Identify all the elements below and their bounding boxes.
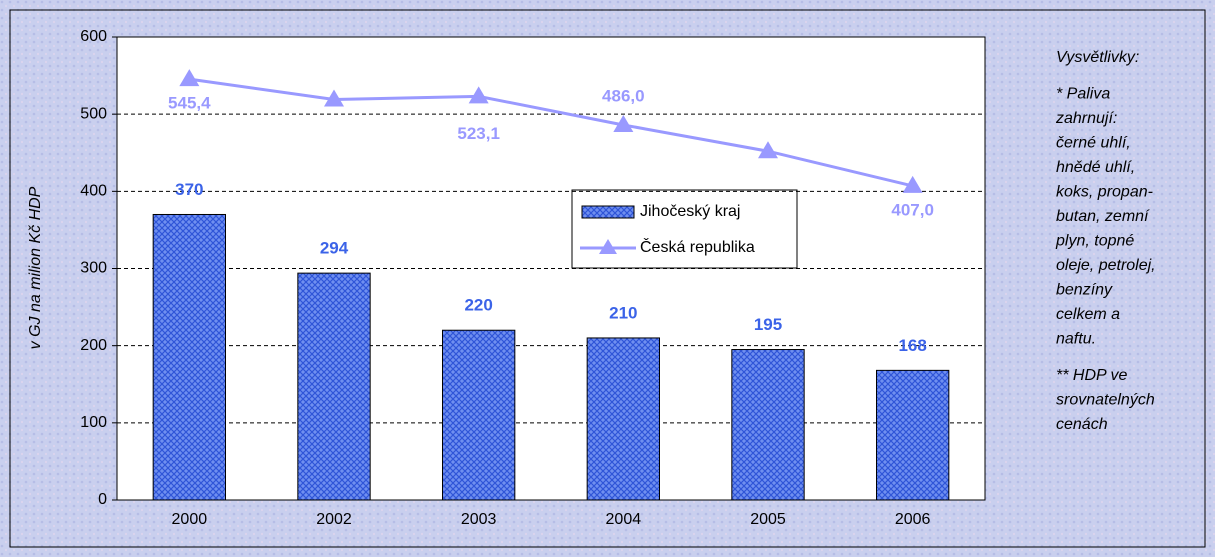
y-tick-label: 200 [80, 337, 107, 354]
note: celkem a [1056, 306, 1120, 323]
note: černé uhlí, [1056, 135, 1131, 152]
frame [9, 9, 1206, 548]
x-tick-label: 2003 [461, 511, 497, 528]
marker [468, 86, 489, 104]
y-tick-label: 300 [80, 260, 107, 277]
data-label: 370 [175, 180, 203, 199]
marker [179, 69, 200, 87]
note: oleje, petrolej, [1056, 257, 1156, 274]
data-label: 195 [754, 315, 782, 334]
x-tick-label: 2002 [316, 511, 352, 528]
x-tick-label: 2006 [895, 511, 931, 528]
legend-swatch [581, 205, 635, 219]
bar [152, 213, 227, 501]
legend [571, 189, 798, 269]
data-label: 220 [464, 296, 492, 315]
bar [876, 369, 950, 501]
marker [902, 175, 923, 193]
note: zahrnují: [1055, 110, 1117, 127]
note: ** HDP ve [1056, 367, 1128, 384]
y-tick-label: 400 [80, 183, 107, 200]
data-label: 294 [320, 239, 349, 258]
legend-label: Česká republika [640, 237, 755, 256]
note: cenách [1056, 416, 1108, 433]
data-label: 407,0 [891, 200, 934, 219]
y-tick-label: 500 [80, 105, 107, 122]
note: * Paliva [1056, 86, 1110, 103]
note: hnědé uhlí, [1056, 159, 1135, 176]
note: Vysvětlivky: [1056, 49, 1139, 66]
marker [758, 141, 778, 159]
legend-marker [599, 239, 617, 254]
data-label: 545,4 [168, 94, 211, 113]
legend-label: Jihočeský kraj [640, 203, 740, 220]
bar [297, 272, 371, 501]
y-tick-label: 0 [98, 491, 107, 508]
note: naftu. [1056, 331, 1096, 348]
marker [324, 89, 344, 107]
data-label: 523,1 [457, 124, 500, 143]
note: benzíny [1056, 282, 1113, 299]
note: butan, zemní [1056, 208, 1150, 225]
y-tick-label: 100 [80, 414, 107, 431]
y-axis-label: v GJ na milion Kč HDP [27, 186, 44, 349]
bar [442, 329, 516, 501]
line [189, 77, 914, 188]
bar [586, 337, 661, 501]
note: srovnatelných [1056, 392, 1155, 409]
data-label: 168 [898, 336, 926, 355]
x-tick-label: 2000 [172, 511, 208, 528]
x-tick-label: 2004 [606, 511, 642, 528]
bar [731, 349, 805, 501]
x-tick-label: 2005 [750, 511, 786, 528]
note: plyn, topné [1055, 233, 1134, 250]
y-tick-label: 600 [80, 28, 107, 45]
data-label: 486,0 [602, 86, 645, 105]
marker [613, 114, 634, 132]
note: koks, propan- [1056, 184, 1153, 201]
data-label: 210 [609, 303, 637, 322]
